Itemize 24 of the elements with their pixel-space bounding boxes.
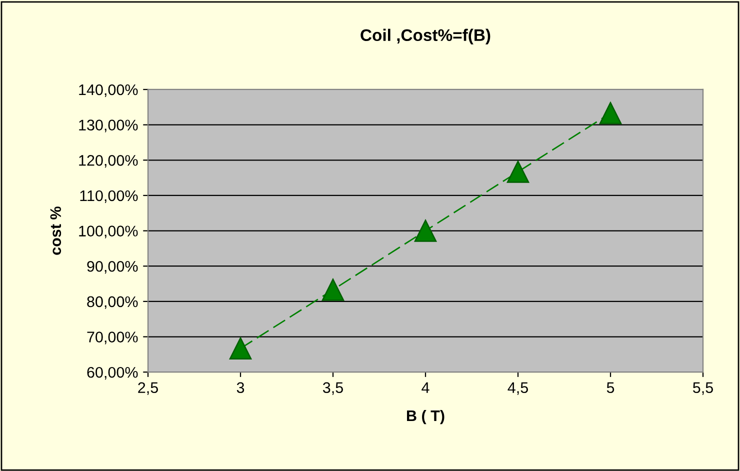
x-tick-label: 5,5	[692, 382, 713, 395]
x-axis-title: B ( T)	[407, 410, 444, 424]
x-tick-label: 3,5	[322, 382, 343, 395]
point	[322, 278, 344, 301]
y-tick-label: 140,00%	[79, 84, 138, 97]
y-tick-label: 130,00%	[79, 120, 138, 132]
x-tick-label: 4	[422, 382, 430, 393]
x-tick-label: 2,5	[138, 382, 158, 395]
x-tick-label: 5	[606, 382, 614, 394]
point	[506, 160, 530, 183]
y-tick-label: 80,00%	[87, 296, 138, 309]
y-tick-label: 100,00%	[79, 226, 138, 238]
y-tick-label: 70,00%	[87, 332, 138, 344]
y-tick-label: 90,00%	[87, 260, 138, 274]
point	[229, 337, 252, 360]
x-tick-label: 4,5	[508, 382, 528, 395]
x-tick-label: 3	[236, 382, 244, 394]
point	[414, 220, 437, 242]
point	[599, 102, 622, 124]
y-axis-title: cost %	[50, 206, 62, 255]
chart-title: Coil ,Cost%=f(B)	[360, 28, 490, 44]
y-tick-label: 60,00%	[87, 366, 138, 380]
y-tick-label: 110,00%	[80, 190, 138, 203]
y-tick-label: 120,00%	[79, 155, 138, 168]
